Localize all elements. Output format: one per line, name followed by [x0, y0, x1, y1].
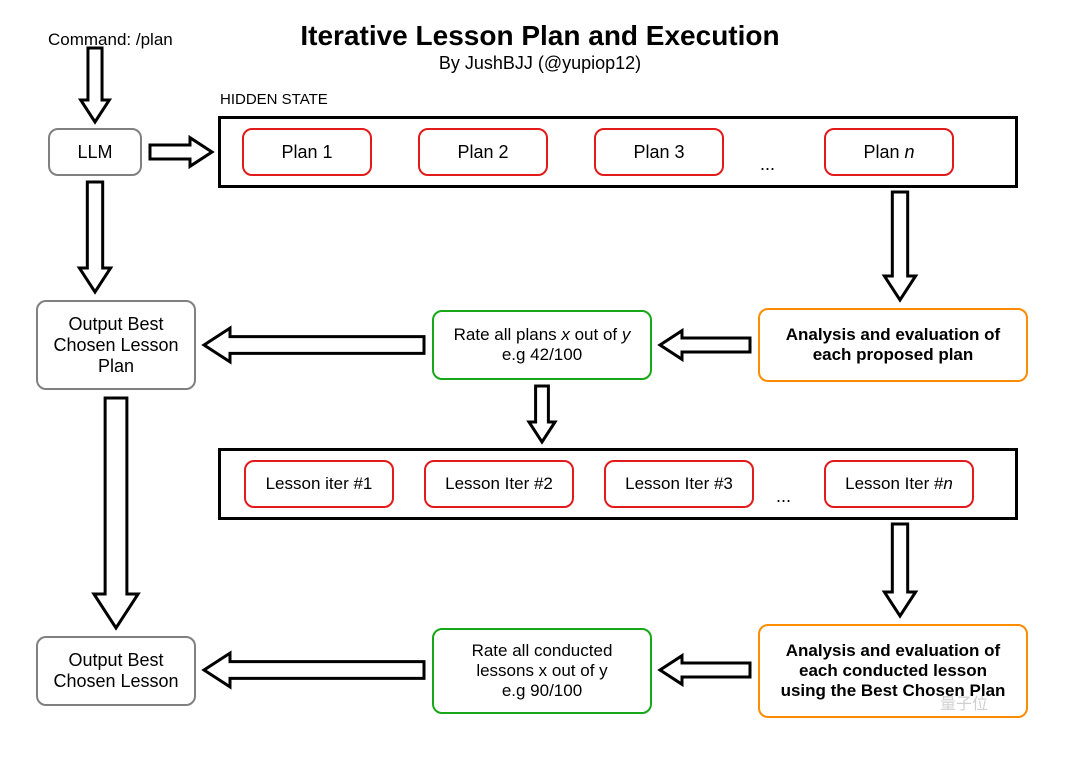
arrows-layer: [0, 0, 1080, 759]
a-rate-out: [204, 328, 424, 362]
a-lessons-anll: [884, 524, 915, 616]
a-cmd-llm: [81, 48, 110, 122]
a-out-down: [94, 398, 138, 628]
watermark: 量子位: [940, 690, 988, 714]
a-rate-lessons: [529, 386, 555, 442]
a-anlp-rate: [660, 331, 750, 360]
a-hidden-anlp: [884, 192, 915, 300]
a-rate2-out2: [204, 653, 424, 687]
a-anll-rate2: [660, 656, 750, 685]
a-llm-down: [79, 182, 110, 292]
a-llm-hidden: [150, 138, 212, 167]
